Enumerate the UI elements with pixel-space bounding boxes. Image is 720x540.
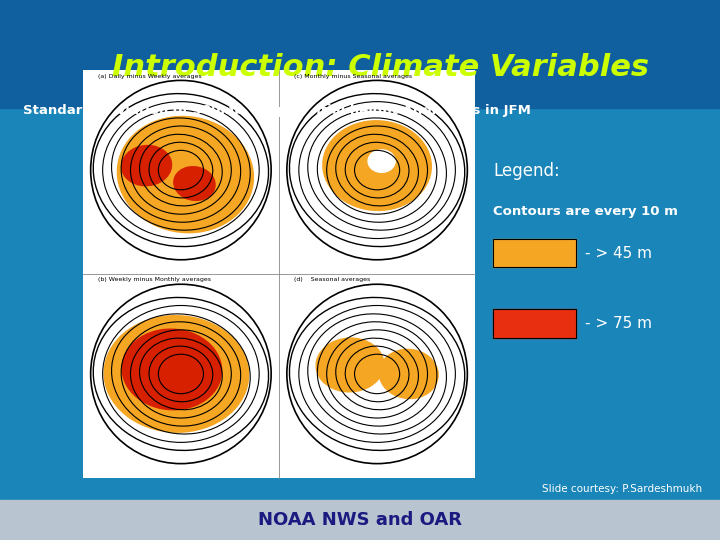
Ellipse shape	[289, 286, 466, 462]
Bar	[83, 70, 475, 478]
Ellipse shape	[287, 80, 467, 260]
Ellipse shape	[91, 284, 271, 464]
Text: Legend:: Legend:	[493, 162, 560, 180]
Text: (a) Daily minus Weekly averages: (a) Daily minus Weekly averages	[98, 73, 202, 79]
Text: (d)    Seasonal averages: (d) Seasonal averages	[294, 278, 370, 282]
Bar	[493, 309, 576, 338]
Text: (c) Monthly minus Seasonal averages: (c) Monthly minus Seasonal averages	[294, 73, 412, 79]
Ellipse shape	[316, 338, 384, 392]
Ellipse shape	[117, 117, 253, 233]
Text: Standard Deviation of 500mb Geopotential height Anomalies in JFM: Standard Deviation of 500mb Geopotential…	[23, 104, 531, 117]
Ellipse shape	[92, 286, 269, 462]
Ellipse shape	[368, 150, 395, 172]
Text: (b) Weekly minus Monthly averages: (b) Weekly minus Monthly averages	[98, 278, 211, 282]
Text: NOAA NWS and OAR: NOAA NWS and OAR	[258, 511, 462, 529]
Ellipse shape	[287, 284, 467, 464]
Ellipse shape	[91, 80, 271, 260]
Bar	[493, 239, 576, 267]
Ellipse shape	[104, 316, 248, 432]
Ellipse shape	[289, 82, 466, 258]
Text: Slide courtesy: P.Sardeshmukh: Slide courtesy: P.Sardeshmukh	[542, 484, 702, 494]
Ellipse shape	[122, 145, 171, 186]
Text: - > 75 m: - > 75 m	[585, 316, 652, 332]
Bar	[493, 309, 576, 338]
Ellipse shape	[174, 167, 215, 200]
Text: Contours are every 10 m: Contours are every 10 m	[493, 205, 678, 218]
Bar	[0, 108, 720, 502]
Ellipse shape	[323, 121, 431, 211]
Ellipse shape	[379, 349, 438, 399]
Bar	[493, 239, 576, 267]
Text: - > 45 m: - > 45 m	[585, 246, 652, 261]
Polygon shape	[0, 0, 71, 107]
Text: Introduction: Climate Variables: Introduction: Climate Variables	[112, 53, 649, 82]
Bar	[0, 500, 720, 540]
Ellipse shape	[92, 82, 269, 258]
Bar	[0, 0, 720, 108]
Ellipse shape	[122, 329, 222, 410]
